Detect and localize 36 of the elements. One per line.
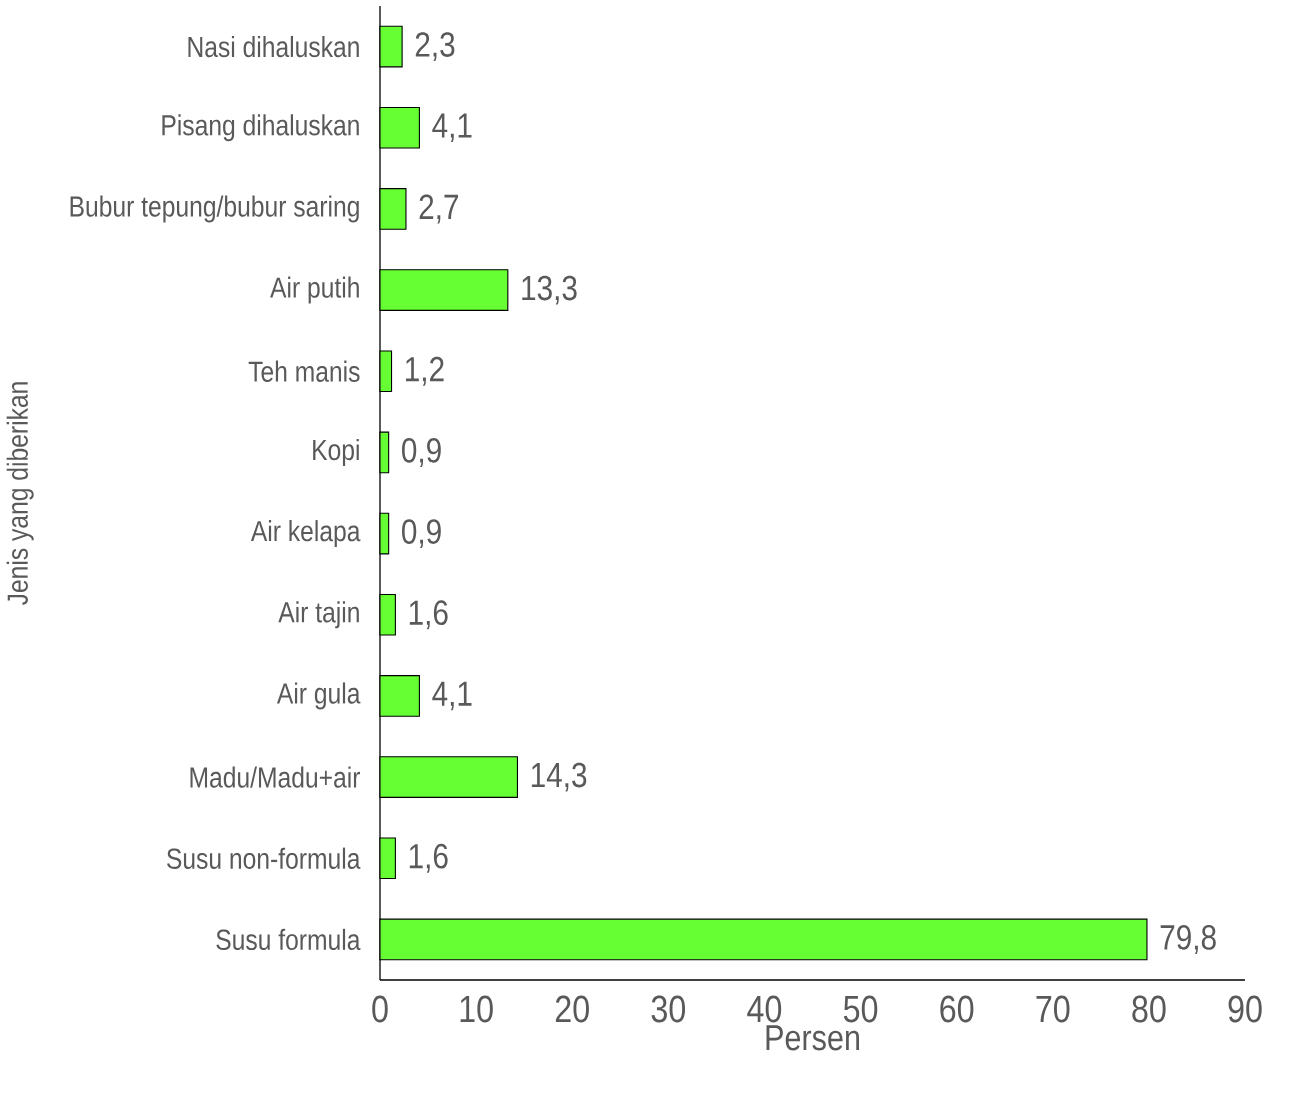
y-axis-title: Jenis yang diberikan xyxy=(6,382,34,605)
x-tick-label: 10 xyxy=(460,995,493,1023)
y-tick-label: Air gula xyxy=(276,682,361,710)
x-tick-label: 50 xyxy=(843,995,878,1023)
data-label: 4,1 xyxy=(432,681,472,711)
x-tick-label: 60 xyxy=(940,995,974,1023)
x-tick-label: 70 xyxy=(1036,995,1070,1023)
y-tick-label: Bubur tepung/bubur saring xyxy=(70,195,359,223)
data-label: 4,1 xyxy=(432,113,472,143)
data-label: 1,6 xyxy=(409,843,448,873)
data-label: 1,2 xyxy=(405,356,444,386)
y-tick-label: Air putih xyxy=(270,276,359,304)
x-tick-label: 30 xyxy=(651,995,686,1023)
y-tick-label: Pisang dihaluskan xyxy=(162,114,359,142)
y-tick-label: Madu/Madu+air xyxy=(190,766,361,788)
x-tick-label: 90 xyxy=(1228,995,1262,1023)
y-tick-label: Susu non-formula xyxy=(167,847,361,869)
y-tick-label: Kopi xyxy=(313,438,359,466)
data-label: 1,6 xyxy=(409,600,448,630)
data-label: 13,3 xyxy=(522,275,577,305)
y-tick-label: Air kelapa xyxy=(250,520,361,548)
data-label: 0,9 xyxy=(402,519,441,549)
data-label: 79,8 xyxy=(1160,924,1216,954)
data-label: 0,9 xyxy=(402,437,441,467)
data-label: 2,7 xyxy=(419,194,459,224)
x-axis-title: Persen xyxy=(766,1025,859,1051)
x-tick-label: 20 xyxy=(555,995,589,1023)
data-label: 2,3 xyxy=(415,32,455,62)
x-tick-label: 0 xyxy=(372,995,388,1023)
y-tick-label: Teh manis xyxy=(248,360,360,382)
data-label: 14,3 xyxy=(531,762,587,792)
x-tick-label: 40 xyxy=(747,995,782,1023)
x-tick-label: 80 xyxy=(1132,995,1166,1023)
y-tick-label: Air tajin xyxy=(278,601,359,629)
y-tick-label: Nasi dihaluskan xyxy=(188,35,359,58)
y-tick-label: Susu formula xyxy=(216,928,361,951)
